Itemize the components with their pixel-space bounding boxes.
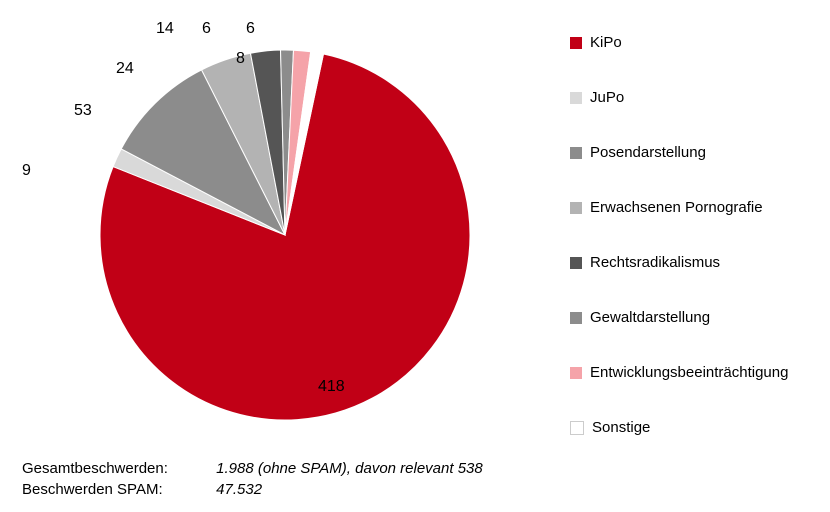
footer-row-spam: Beschwerden SPAM: 47.532 bbox=[22, 479, 483, 500]
legend-swatch bbox=[570, 367, 582, 379]
pie-chart: 4189532414686 bbox=[20, 10, 540, 450]
pie-slice-label: 9 bbox=[22, 162, 31, 180]
pie-slice-label: 6 bbox=[246, 20, 255, 38]
legend-label: Erwachsenen Pornografie bbox=[590, 199, 763, 216]
legend-swatch bbox=[570, 202, 582, 214]
legend-item: Posendarstellung bbox=[570, 144, 820, 161]
footer-row-total: Gesamtbeschwerden: 1.988 (ohne SPAM), da… bbox=[22, 458, 483, 479]
legend: KiPo JuPo Posendarstellung Erwachsenen Porn… bbox=[570, 34, 820, 474]
pie-slice-label: 6 bbox=[202, 20, 211, 38]
legend-item: Entwicklungsbeeinträchtigung bbox=[570, 364, 820, 381]
legend-item: JuPo bbox=[570, 89, 820, 106]
legend-label: JuPo bbox=[590, 89, 624, 106]
legend-swatch bbox=[570, 257, 582, 269]
legend-label: KiPo bbox=[590, 34, 622, 51]
legend-swatch bbox=[570, 147, 582, 159]
pie-slice-label: 53 bbox=[74, 102, 92, 120]
legend-item: Rechtsradikalismus bbox=[570, 254, 820, 271]
pie-slice-label: 418 bbox=[318, 378, 345, 396]
legend-label: Sonstige bbox=[592, 419, 650, 436]
footer-label-total: Gesamtbeschwerden: bbox=[22, 458, 212, 479]
legend-item: Erwachsenen Pornografie bbox=[570, 199, 820, 216]
legend-swatch bbox=[570, 92, 582, 104]
footer-label-spam: Beschwerden SPAM: bbox=[22, 479, 212, 500]
legend-swatch bbox=[570, 421, 584, 435]
legend-item: Sonstige bbox=[570, 419, 820, 436]
legend-label: Posendarstellung bbox=[590, 144, 706, 161]
legend-item: KiPo bbox=[570, 34, 820, 51]
pie-slice-label: 14 bbox=[156, 20, 174, 38]
footer-value-total: 1.988 (ohne SPAM), davon relevant 538 bbox=[216, 460, 483, 477]
legend-item: Gewaltdarstellung bbox=[570, 309, 820, 326]
pie-slice-label: 24 bbox=[116, 60, 134, 78]
legend-swatch bbox=[570, 37, 582, 49]
legend-swatch bbox=[570, 312, 582, 324]
pie-slice-label: 8 bbox=[236, 50, 245, 68]
legend-label: Entwicklungsbeeinträchtigung bbox=[590, 364, 788, 381]
footer-value-spam: 47.532 bbox=[216, 481, 262, 498]
footer-text: Gesamtbeschwerden: 1.988 (ohne SPAM), da… bbox=[22, 458, 483, 500]
legend-label: Rechtsradikalismus bbox=[590, 254, 720, 271]
legend-label: Gewaltdarstellung bbox=[590, 309, 710, 326]
pie-svg bbox=[90, 40, 480, 430]
